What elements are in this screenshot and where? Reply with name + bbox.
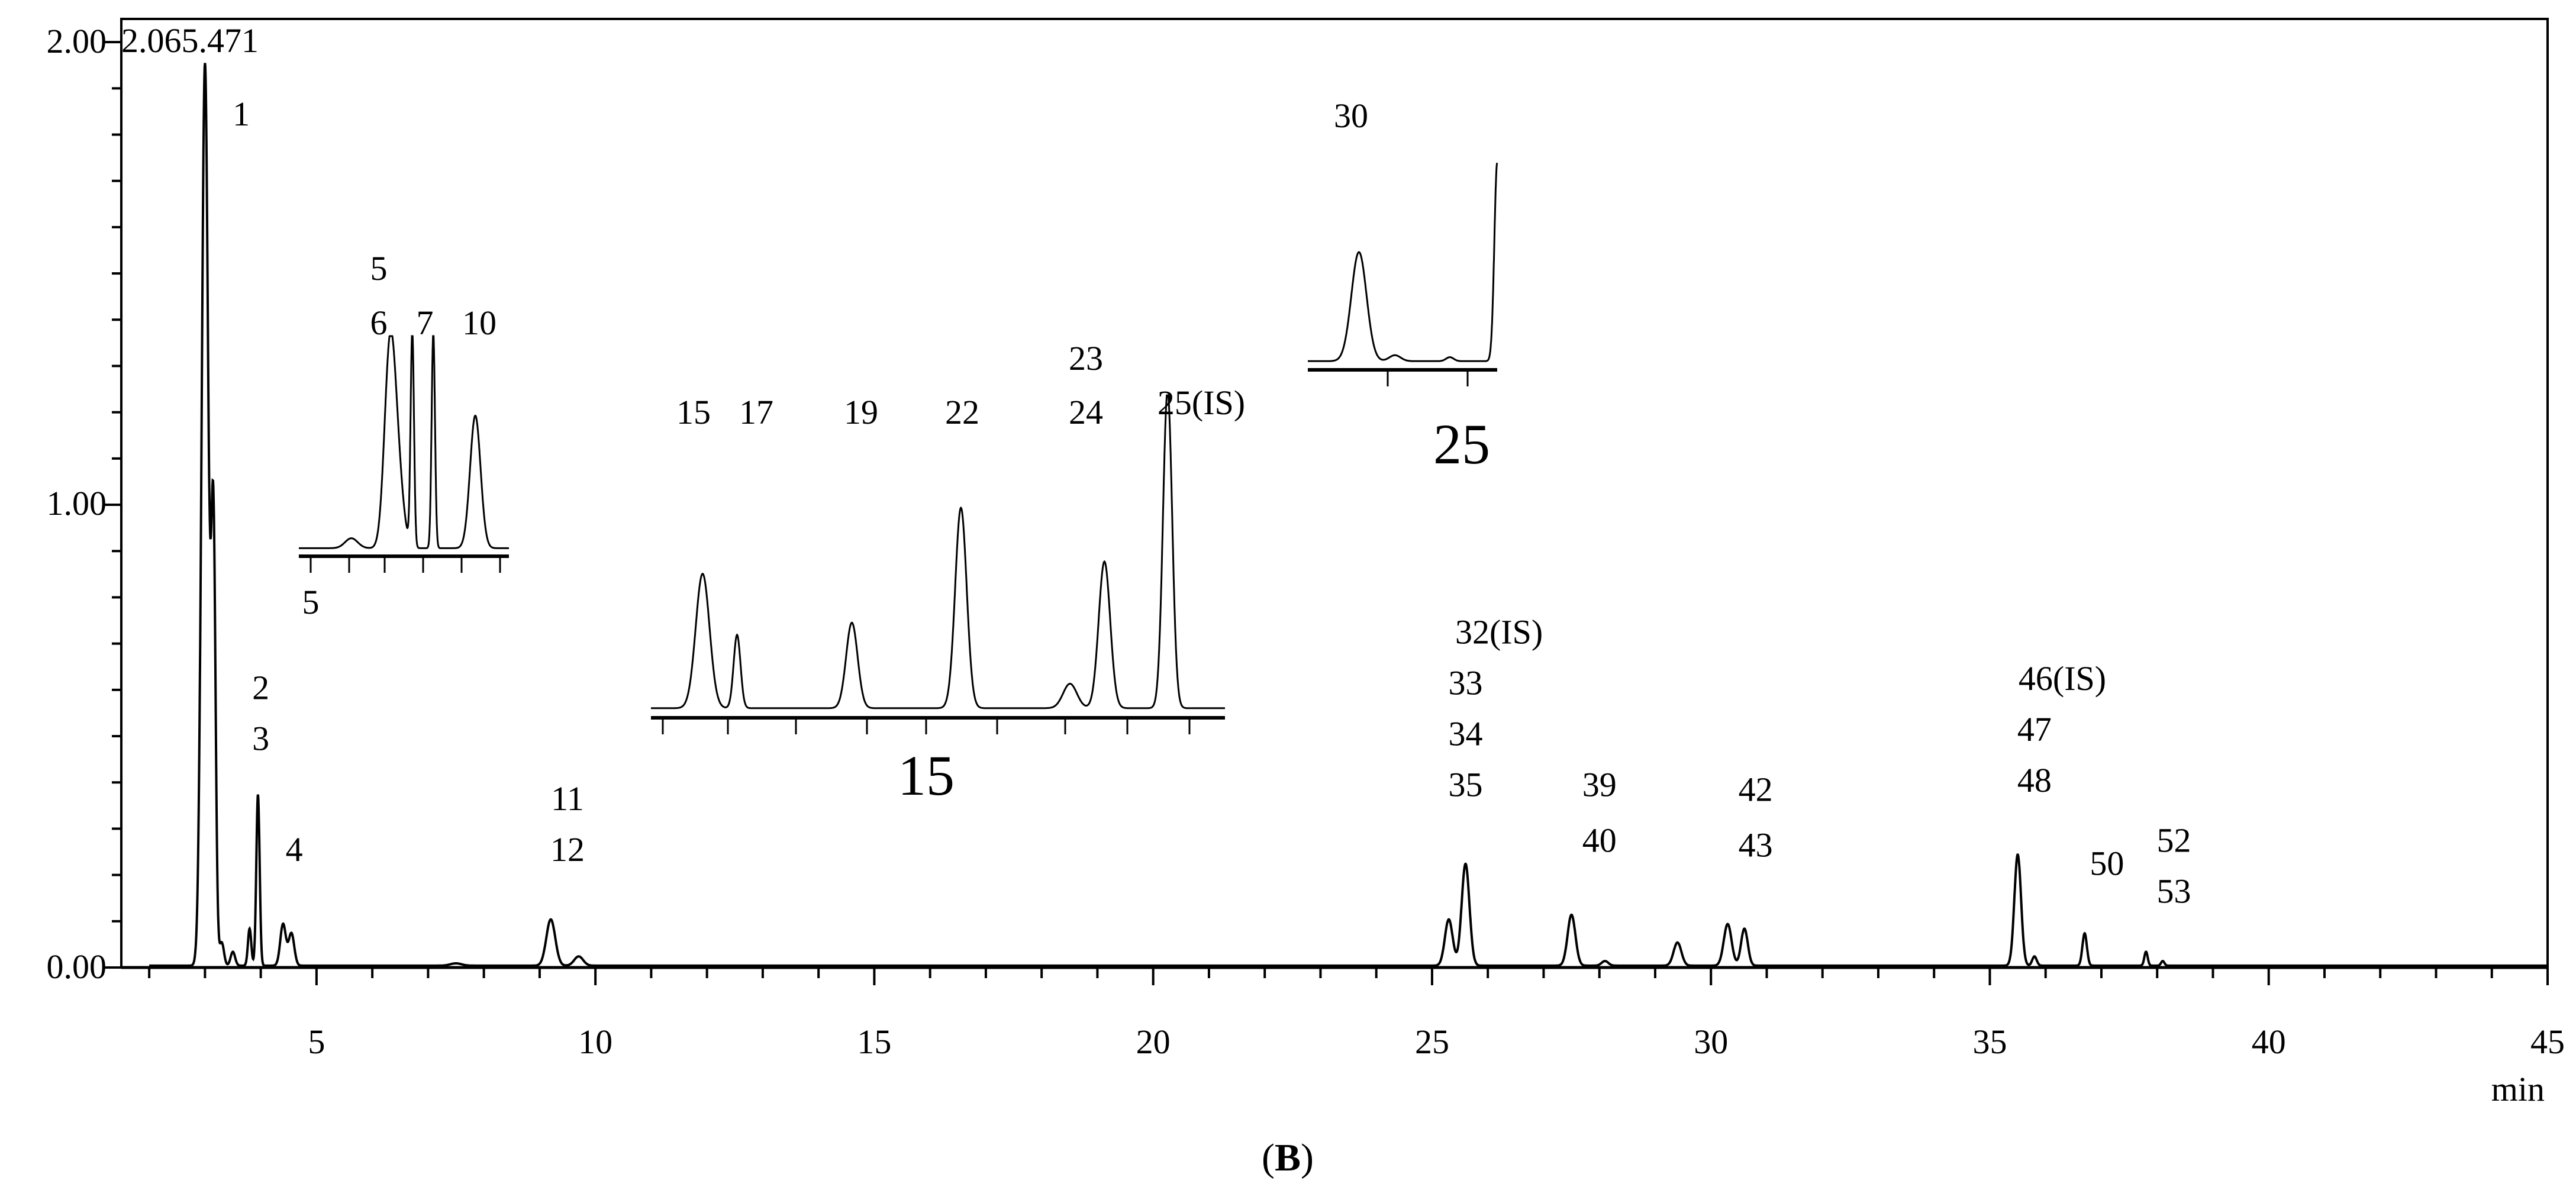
- x-tick-label-7: 40: [2252, 1023, 2286, 1061]
- inset-5-peak-label-10: 10: [462, 304, 496, 342]
- max-intensity-label: 2.065.471: [121, 21, 259, 60]
- inset-5-peak-label-7: 7: [417, 304, 434, 342]
- chromatogram-trace: [149, 63, 2548, 967]
- x-tick-label-4: 25: [1415, 1023, 1449, 1061]
- inset-15-peak-label-22: 22: [945, 393, 979, 431]
- tick-labels: 0.00 1.00 2.00: [47, 22, 107, 986]
- inset-15-peak-label-23: 23: [1069, 339, 1103, 378]
- inset-15-peak-label-17: 17: [739, 393, 773, 431]
- inset-5-peak-label-5: 5: [370, 249, 388, 288]
- peak-label-48: 48: [2017, 761, 2052, 799]
- inset-15-peak-label-25(IS): 25(IS): [1158, 383, 1245, 422]
- y-tick-label-1: 1.00: [47, 484, 107, 523]
- tick-marks: [105, 41, 2549, 985]
- peak-label-1: 1: [233, 95, 250, 133]
- x-tick-label-8: 45: [2530, 1023, 2565, 1061]
- inset-25-peak-label-30: 30: [1334, 96, 1368, 135]
- inset-25-axis-label: 25: [1433, 412, 1490, 476]
- y-tick-label-0: 0.00: [47, 947, 107, 986]
- peak-label-43: 43: [1739, 825, 1773, 864]
- x-tick-label-0: 5: [308, 1023, 325, 1061]
- zoom-insets: 5 6 7 10 5 15 17 19 22 23 24 25(IS) 15 30 25: [299, 96, 1498, 807]
- inset-15-axis-label: 15: [898, 744, 955, 807]
- x-tick-labels: 5 10 15 20 25 30 35 40 45: [308, 1023, 2565, 1061]
- x-axis-label: min: [2491, 1070, 2545, 1108]
- peak-label-53: 53: [2157, 872, 2191, 911]
- peak-label-4: 4: [286, 830, 303, 869]
- inset-5-axis-label: 5: [302, 583, 320, 621]
- inset-25: 30 25: [1308, 96, 1498, 476]
- inset-15-peak-label-24: 24: [1069, 393, 1103, 431]
- series-line-0: [149, 63, 2548, 967]
- inset-15: 15 17 19 22 23 24 25(IS) 15: [651, 339, 1245, 807]
- peak-label-2: 2: [252, 668, 269, 707]
- peak-label-11: 11: [551, 779, 584, 818]
- peak-label-34: 34: [1448, 715, 1482, 753]
- peak-label-50: 50: [2090, 844, 2124, 883]
- x-tick-label-1: 10: [578, 1023, 612, 1061]
- x-tick-label-2: 15: [857, 1023, 891, 1061]
- inset-15-peak-label-19: 19: [844, 393, 878, 431]
- peak-label-47: 47: [2017, 710, 2052, 749]
- inset-15-peak-label-15: 15: [676, 393, 711, 431]
- inset-5-peak-label-6: 6: [370, 304, 388, 342]
- inset-15-trace: [651, 394, 1225, 710]
- peak-label-39: 39: [1582, 766, 1617, 804]
- peak-label-42: 42: [1739, 770, 1773, 808]
- peak-label-46(IS): 46(IS): [2019, 659, 2106, 698]
- peak-label-32(IS): 32(IS): [1455, 613, 1543, 652]
- x-tick-label-6: 35: [1972, 1023, 2007, 1061]
- inset-25-trace: [1308, 162, 1498, 362]
- figure-caption: (B): [1262, 1136, 1314, 1179]
- peak-label-3: 3: [252, 719, 269, 757]
- inset-5: 5 6 7 10 5: [299, 249, 509, 621]
- peak-label-52: 52: [2157, 821, 2191, 860]
- peak-label-35: 35: [1448, 766, 1482, 804]
- inset-5-trace: [299, 335, 509, 549]
- peak-label-12: 12: [550, 830, 585, 869]
- x-tick-label-3: 20: [1136, 1023, 1171, 1061]
- peak-label-40: 40: [1582, 821, 1617, 860]
- peak-label-33: 33: [1448, 664, 1482, 702]
- y-tick-label-2: 2.00: [47, 22, 107, 60]
- axes: [120, 18, 2549, 969]
- x-tick-label-5: 30: [1694, 1023, 1728, 1061]
